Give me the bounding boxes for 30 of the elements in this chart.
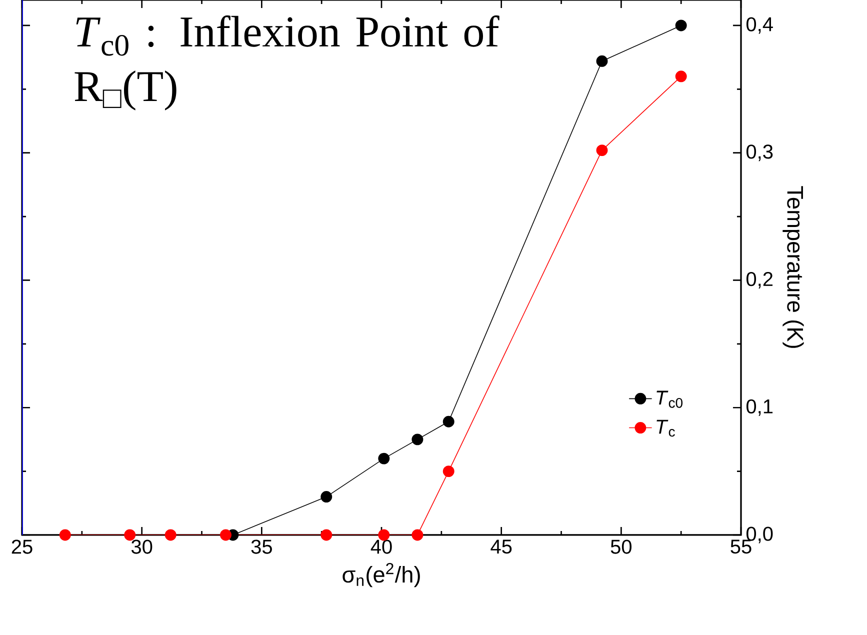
x-tick-label: 45	[490, 540, 512, 554]
point	[412, 529, 424, 541]
y-axis-title: Temperature (K)	[782, 186, 804, 348]
point	[412, 434, 424, 446]
x-axis-title: σ$_{n}$(e$^{2}$/h)	[342, 563, 420, 588]
x-tick-label: 30	[131, 540, 152, 554]
point	[320, 491, 332, 503]
point	[164, 529, 176, 541]
point	[220, 529, 232, 541]
y-tick-label: 0,2	[746, 272, 773, 288]
point	[124, 529, 136, 541]
x-tick-label: 25	[12, 540, 32, 554]
point	[596, 55, 608, 67]
y-tick-label: 0,4	[746, 17, 773, 34]
point	[378, 452, 390, 464]
point	[442, 466, 454, 478]
annotation: T$_{c0}$ : Inflexion Point of R$_{□}$(T)	[74, 15, 500, 110]
x-tick-label: 35	[251, 540, 272, 554]
point	[442, 416, 454, 428]
legend-label: T$_{c0}$	[656, 390, 683, 408]
point	[675, 70, 687, 82]
x-tick-label: 40	[370, 540, 392, 554]
point	[675, 20, 687, 32]
y-tick-label: 0,3	[746, 144, 773, 162]
point	[320, 529, 332, 541]
legend-label: T$_{c}$	[656, 420, 675, 437]
x-tick-label: 50	[610, 540, 632, 554]
point	[596, 144, 608, 156]
y-tick-label: 0,1	[746, 399, 773, 416]
point	[59, 529, 71, 541]
